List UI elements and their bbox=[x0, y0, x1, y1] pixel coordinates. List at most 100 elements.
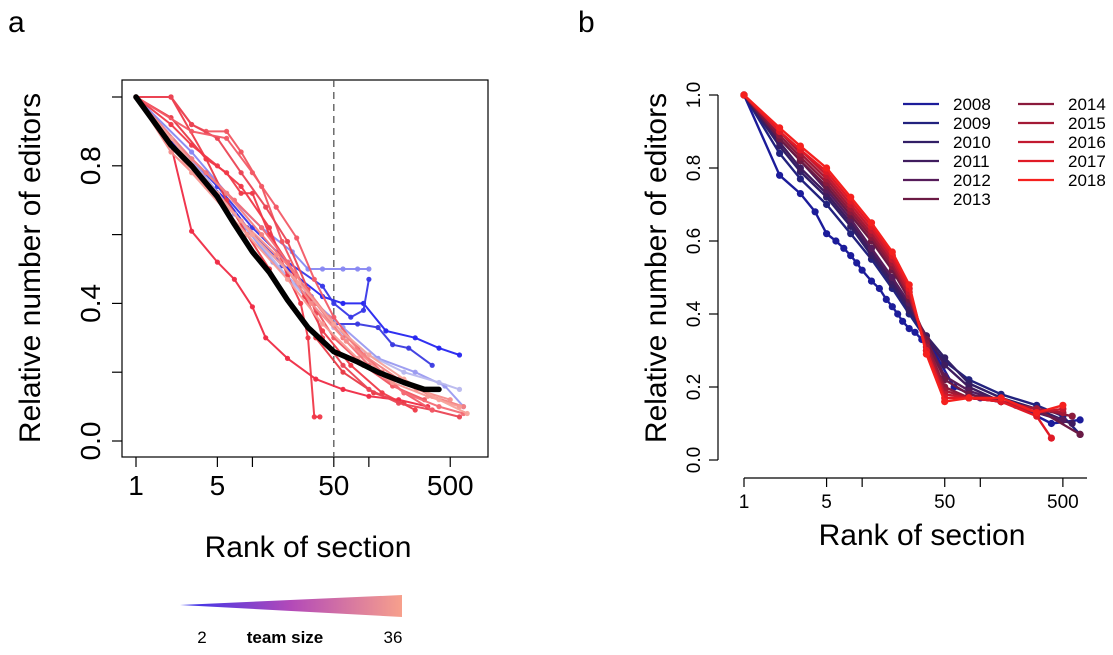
panel-a-series-point-12-6 bbox=[311, 276, 317, 282]
panel-a-series-line-16 bbox=[135, 96, 460, 408]
panel-a-series-point-8-5 bbox=[238, 149, 244, 155]
panel-a-series-point-6-7 bbox=[284, 355, 291, 361]
panel-a-series-point-2-6 bbox=[331, 300, 337, 306]
panel-a-series-point-5-7 bbox=[436, 379, 442, 386]
panel-b-series-point-10-11 bbox=[997, 394, 1005, 402]
panel-a-series-point-0-6 bbox=[340, 300, 346, 306]
panel-a-series-point-3-7 bbox=[375, 324, 381, 331]
panel-b-series-point-3-9 bbox=[941, 361, 949, 369]
panel-a-series-point-2-7 bbox=[348, 314, 354, 320]
panel-b-series-point-10-13 bbox=[1059, 401, 1067, 409]
panel-a-series-point-12-11 bbox=[429, 407, 435, 413]
panel-b-series-point-9-13 bbox=[1047, 434, 1055, 442]
panel-b-legend-label-2014: 2014 bbox=[1068, 95, 1106, 114]
panel-b-series-point-4-13 bbox=[1059, 416, 1067, 424]
panel-b-y-tick-label-4: 0.8 bbox=[684, 155, 705, 181]
panel-b-y-axis-title: Relative number of editors bbox=[640, 93, 673, 443]
panel-b-y-tick-label-3: 0.6 bbox=[684, 228, 705, 254]
panel-b-series-point-10-5 bbox=[867, 219, 876, 227]
panel-b-x-tick-label-1: 5 bbox=[821, 492, 832, 513]
panel-a-series-line-1 bbox=[135, 96, 369, 270]
panel-a-series-point-1-9 bbox=[366, 266, 372, 272]
panel-a-series-point-16-4 bbox=[319, 321, 326, 327]
panel-a-series-point-17-9 bbox=[464, 410, 470, 417]
panel-a-series-point-10-1 bbox=[168, 94, 174, 100]
panel-a-series-point-8-4 bbox=[224, 128, 230, 134]
panel-a-series-point-12-5 bbox=[294, 235, 300, 241]
colorbar-max-label: 36 bbox=[384, 628, 403, 647]
panel-a-series-point-6-9 bbox=[340, 386, 346, 392]
panel-a-series-point-1-7 bbox=[340, 266, 346, 272]
panel-b-chart: 1 5 50 500 0.00.20.40.60.81.0 2008200920102… bbox=[640, 82, 1106, 552]
panel-a-series-point-11-2 bbox=[189, 142, 195, 148]
panel-b-y-tick-label-2: 0.4 bbox=[684, 300, 705, 327]
panel-a-series-point-16-3 bbox=[284, 276, 291, 282]
panel-b-x-tick-label-3: 500 bbox=[1047, 492, 1079, 513]
team-size-colorbar: 2 team size 36 bbox=[180, 595, 402, 647]
panel-b-series-point-2-9 bbox=[941, 354, 949, 362]
panel-a-series-point-3-6 bbox=[355, 321, 361, 327]
panel-a-series-point-15-1 bbox=[168, 149, 174, 155]
panel-b-legend-label-2012: 2012 bbox=[953, 171, 991, 190]
panel-a-series-point-14-2 bbox=[224, 190, 230, 196]
panel-a-x-axis-title: Rank of section bbox=[205, 531, 412, 564]
panel-a-series-point-6-4 bbox=[231, 276, 237, 282]
panel-b-series-point-0-23 bbox=[1047, 419, 1055, 428]
panel-a-series-point-17-3 bbox=[249, 232, 255, 238]
panel-b-series-point-10-7 bbox=[905, 281, 913, 289]
panel-b-series-point-10-3 bbox=[823, 164, 831, 172]
panel-a-series-point-12-1 bbox=[189, 128, 195, 134]
panel-a-y-tick-label-1: 0.4 bbox=[75, 284, 106, 323]
panel-b-series-point-0-9 bbox=[858, 266, 866, 274]
panel-b-legend-label-2016: 2016 bbox=[1068, 133, 1106, 152]
panel-a-series-point-17-8 bbox=[436, 397, 442, 403]
panel-b-series-point-0-10 bbox=[867, 277, 876, 285]
panel-a-series-line-0 bbox=[135, 96, 460, 356]
panel-b-series-point-0-16 bbox=[905, 325, 913, 333]
panel-a-series-point-15-9 bbox=[447, 397, 453, 403]
panel-a-series-point-9-10 bbox=[348, 362, 354, 368]
panel-b-x-axis-title: Rank of section bbox=[819, 519, 1026, 552]
panel-a-series-point-10-14 bbox=[456, 414, 463, 420]
panel-a-series-point-14-4 bbox=[294, 273, 300, 279]
panel-a-series-point-6-6 bbox=[263, 335, 269, 341]
panel-b-label: b bbox=[578, 6, 595, 39]
panel-a-series-point-10-4 bbox=[238, 170, 244, 176]
panel-b-series-point-10-1 bbox=[776, 124, 784, 132]
panel-a-label: a bbox=[8, 6, 25, 39]
panel-a-series-point-1-8 bbox=[355, 266, 361, 272]
panel-a-series-point-0-10 bbox=[436, 345, 442, 351]
panel-b-series-point-3-2 bbox=[796, 164, 805, 172]
panel-b-legend-label-2015: 2015 bbox=[1068, 114, 1106, 133]
panel-a-average-line bbox=[133, 94, 442, 393]
panel-b-series-line-9 bbox=[743, 94, 1053, 439]
panel-a-series-point-13-9 bbox=[401, 390, 407, 396]
panel-a-series-point-3-10 bbox=[429, 362, 435, 368]
panel-a-series-line-8 bbox=[136, 96, 425, 401]
panel-b-series-point-0-4 bbox=[823, 230, 831, 238]
panel-b-legend-label-2017: 2017 bbox=[1068, 152, 1106, 171]
panel-a-series-point-13-4 bbox=[259, 225, 265, 231]
panel-a-series-point-11-9 bbox=[311, 414, 317, 420]
panel-b-y-tick-label-0: 0.0 bbox=[684, 447, 705, 473]
panel-a-series-point-17-6 bbox=[366, 352, 372, 358]
panel-a-series-point-9-4 bbox=[238, 190, 244, 196]
panel-b-series-point-0-15 bbox=[899, 317, 907, 325]
panel-a-y-axis-title: Relative number of editors bbox=[14, 93, 47, 443]
panel-a-series-point-10-12 bbox=[396, 400, 402, 406]
panel-a-series-point-15-4 bbox=[273, 252, 279, 258]
panel-b-series-point-5-13 bbox=[1076, 430, 1084, 438]
panel-a-series-point-16-2 bbox=[244, 232, 250, 238]
panel-a-series-point-7-8 bbox=[340, 369, 346, 375]
panel-a-series-point-12-2 bbox=[224, 135, 230, 141]
panel-b-series-point-10-9 bbox=[941, 398, 949, 406]
panel-b-legend-label-2018: 2018 bbox=[1068, 171, 1106, 190]
panel-b-series-point-10-2 bbox=[796, 142, 805, 150]
panel-b-series-point-0-12 bbox=[882, 295, 890, 303]
panel-a-series-point-17-4 bbox=[296, 280, 302, 286]
panel-a-series-point-6-2 bbox=[189, 228, 195, 234]
panel-a-series-point-8-7 bbox=[279, 238, 285, 245]
panel-b-series-point-10-4 bbox=[847, 193, 855, 201]
panel-a-series-point-12-4 bbox=[273, 204, 279, 210]
